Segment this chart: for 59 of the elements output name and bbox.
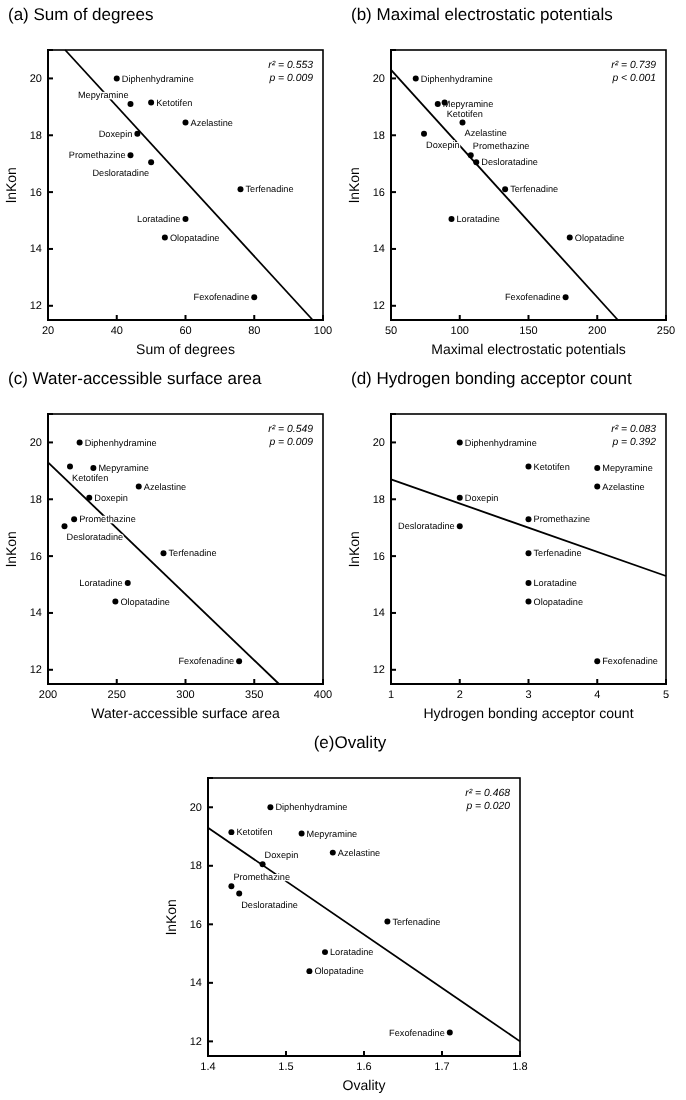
- point: [594, 465, 601, 471]
- point: [322, 949, 328, 956]
- point: [76, 439, 83, 446]
- point: [86, 494, 93, 501]
- point: [459, 119, 466, 126]
- point: [562, 294, 569, 301]
- point: [306, 968, 313, 975]
- chart-title: (b) Maximal electrostatic potentials: [351, 4, 613, 24]
- point: [182, 216, 189, 223]
- point: [525, 550, 532, 557]
- point: [259, 861, 266, 868]
- chart-title: (c) Water-accessible surface area: [8, 368, 263, 388]
- point: [236, 890, 243, 897]
- point: [594, 658, 601, 665]
- point: [329, 849, 336, 856]
- point: [267, 804, 274, 811]
- point: [112, 598, 119, 605]
- point: [134, 130, 141, 137]
- point: [525, 598, 532, 605]
- point: [236, 658, 243, 665]
- point: [467, 152, 474, 159]
- point: [160, 550, 167, 557]
- point: [525, 580, 532, 587]
- point: [421, 130, 427, 137]
- point: [71, 516, 78, 523]
- point: [135, 483, 142, 490]
- point: [148, 159, 155, 166]
- point: [228, 829, 235, 836]
- point: [525, 516, 532, 523]
- point: [161, 234, 168, 241]
- point: [124, 580, 131, 587]
- point: [525, 463, 532, 470]
- point: [127, 152, 134, 159]
- point: [298, 830, 305, 837]
- point: [384, 918, 391, 925]
- point: [228, 883, 235, 890]
- point: [448, 216, 455, 223]
- point: [456, 523, 463, 530]
- point: [594, 483, 601, 490]
- point: [502, 186, 509, 193]
- point: [251, 294, 258, 301]
- point: [473, 159, 480, 166]
- point: [90, 465, 97, 471]
- point: [434, 101, 441, 107]
- chart-title: (a) Sum of degrees: [8, 4, 154, 24]
- chart-title: (d) Hydrogen bonding acceptor count: [351, 368, 633, 388]
- point: [148, 99, 155, 106]
- point: [113, 75, 120, 82]
- point: [566, 234, 573, 241]
- point: [446, 1029, 453, 1036]
- chart-title: (e)Ovality: [313, 732, 388, 752]
- point: [61, 523, 68, 530]
- point: [412, 75, 419, 82]
- point: [127, 101, 134, 107]
- point: [67, 463, 73, 470]
- point: [182, 119, 189, 126]
- point: [237, 186, 244, 193]
- point: [456, 494, 463, 501]
- point: [456, 439, 463, 446]
